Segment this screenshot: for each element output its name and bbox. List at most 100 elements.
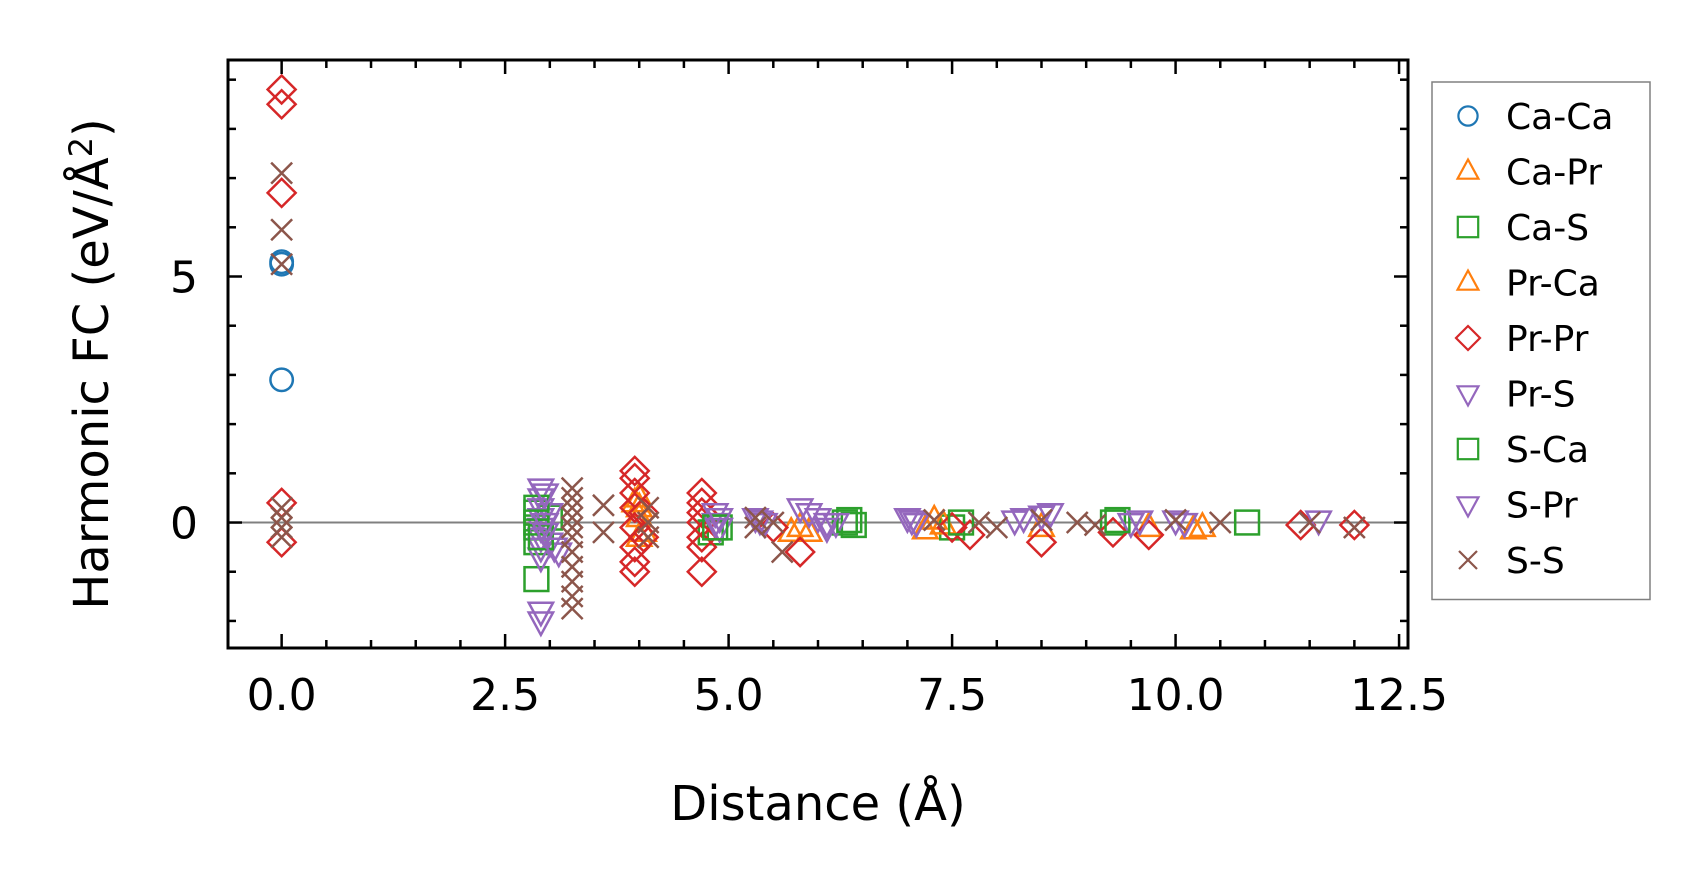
legend-label-pr-ca: Pr-Ca: [1506, 264, 1600, 305]
data-point-pr-pr: [265, 88, 298, 121]
data-point-s-pr: [531, 512, 560, 540]
data-point-pr-pr: [618, 455, 651, 487]
data-point-s-pr: [705, 507, 734, 535]
data-point-ca-s: [831, 509, 858, 536]
data-point-pr-pr: [686, 531, 718, 563]
data-point-ca-ca: [269, 367, 295, 393]
data-point-s-s: [744, 506, 767, 529]
data-point-ca-pr: [1134, 510, 1164, 538]
data-point-pr-s: [526, 611, 556, 638]
data-point-pr-s: [700, 512, 730, 540]
data-point-pr-s: [1304, 510, 1333, 537]
data-point-s-pr: [1009, 507, 1038, 535]
legend-marker-ca-pr: [1455, 157, 1481, 180]
data-point-pr-s: [1000, 510, 1029, 537]
data-point-pr-s: [544, 542, 574, 569]
data-point-pr-pr: [265, 526, 298, 558]
legend-label-ca-pr: Ca-Pr: [1506, 153, 1602, 194]
legend: Ca-Ca Ca-Pr Ca-S Pr-Ca Pr-Pr Pr-S S-Ca S-Pr S-S: [1431, 81, 1651, 601]
legend-label-s-s: S-S: [1506, 541, 1565, 582]
data-point-s-s: [270, 506, 294, 529]
data-point-s-s: [1164, 508, 1187, 532]
data-point-s-pr: [531, 522, 560, 549]
data-point-s-s: [761, 511, 785, 534]
data-point-s-s: [270, 218, 294, 242]
data-point-s-s: [985, 516, 1009, 539]
x-tick-label: 5.0: [694, 670, 764, 721]
data-point-pr-pr: [1338, 509, 1371, 541]
data-point-pr-s: [526, 478, 556, 505]
data-point-s-s: [1342, 516, 1366, 539]
data-point-pr-pr: [618, 546, 651, 578]
legend-label-s-pr: S-Pr: [1506, 486, 1578, 527]
data-point-s-pr: [812, 512, 842, 540]
data-point-ca-pr: [794, 515, 824, 543]
legend-label-pr-pr: Pr-Pr: [1506, 319, 1589, 360]
data-point-s-ca: [527, 524, 555, 551]
axis-ticks: [228, 60, 1408, 648]
data-point-pr-pr: [265, 73, 298, 106]
data-point-s-s: [1208, 511, 1232, 534]
data-point-pr-s: [902, 512, 931, 540]
legend-marker-s-pr: [1455, 496, 1481, 519]
legend-label-s-ca: S-Ca: [1506, 430, 1589, 471]
data-point-s-pr: [897, 510, 927, 537]
data-point-s-pr: [1027, 505, 1056, 532]
legend-label-ca-ca: Ca-Ca: [1506, 97, 1613, 138]
x-axis-label: Distance (Å): [670, 775, 965, 832]
data-point-s-s: [270, 161, 294, 185]
x-tick-label: 7.5: [917, 670, 987, 721]
legend-marker-pr-pr: [1454, 324, 1482, 352]
data-point-pr-pr: [1132, 519, 1165, 551]
data-point-ca-s: [523, 565, 550, 593]
data-point-s-ca: [702, 514, 729, 541]
data-point-s-s: [1298, 511, 1322, 534]
data-point-s-ca: [947, 509, 975, 536]
legend-box: [1431, 81, 1651, 601]
data-point-s-s: [967, 511, 991, 534]
data-point-s-s: [560, 597, 584, 621]
y-axis-label: Harmonic FC (eV/Å2): [62, 118, 120, 610]
data-point-pr-pr: [618, 555, 651, 588]
data-point-s-s: [770, 540, 794, 564]
data-point-s-s: [270, 525, 294, 549]
data-point-s-s: [1083, 513, 1107, 537]
data-point-pr-pr: [1025, 526, 1058, 558]
data-point-pr-pr: [936, 511, 968, 544]
data-point-pr-s: [893, 507, 922, 535]
data-point-ca-s: [1233, 509, 1261, 536]
data-point-s-s: [560, 486, 584, 510]
y-axis-label-superscript: 2: [62, 137, 100, 157]
x-tick-label: 2.5: [470, 670, 540, 721]
data-point-pr-pr: [265, 177, 298, 209]
data-point-s-ca: [836, 506, 863, 534]
data-point-s-s: [592, 493, 615, 517]
data-point-s-s: [270, 516, 294, 539]
legend-marker-ca-ca: [1457, 105, 1479, 127]
data-point-s-s: [592, 520, 615, 544]
data-point-pr-pr: [1097, 516, 1129, 549]
legend-marker-s-s: [1458, 550, 1478, 570]
y-axis-label-close: ): [64, 118, 120, 137]
plot-area-frame: [226, 58, 1410, 650]
data-point-pr-s: [526, 601, 556, 628]
data-point-ca-s: [1099, 509, 1127, 536]
data-point-s-s: [270, 496, 294, 520]
legend-marker-pr-ca: [1455, 268, 1481, 291]
data-point-pr-pr: [686, 521, 718, 554]
legend-marker-ca-s: [1456, 215, 1480, 239]
legend-marker-s-ca: [1456, 437, 1480, 461]
y-axis-label-main: Harmonic FC (eV/Å: [63, 157, 120, 610]
data-point-s-s: [560, 584, 584, 608]
data-point-s-s: [270, 252, 294, 276]
data-point-s-pr: [1170, 512, 1199, 540]
data-point-s-s: [636, 525, 660, 549]
data-point-ca-ca: [269, 251, 295, 277]
data-points: [265, 73, 1371, 638]
y-tick-label: 5: [170, 253, 198, 304]
x-tick-label: 0.0: [247, 670, 317, 721]
data-point-s-pr: [1125, 510, 1155, 537]
data-point-s-s: [560, 506, 584, 529]
data-point-s-s: [560, 496, 584, 520]
